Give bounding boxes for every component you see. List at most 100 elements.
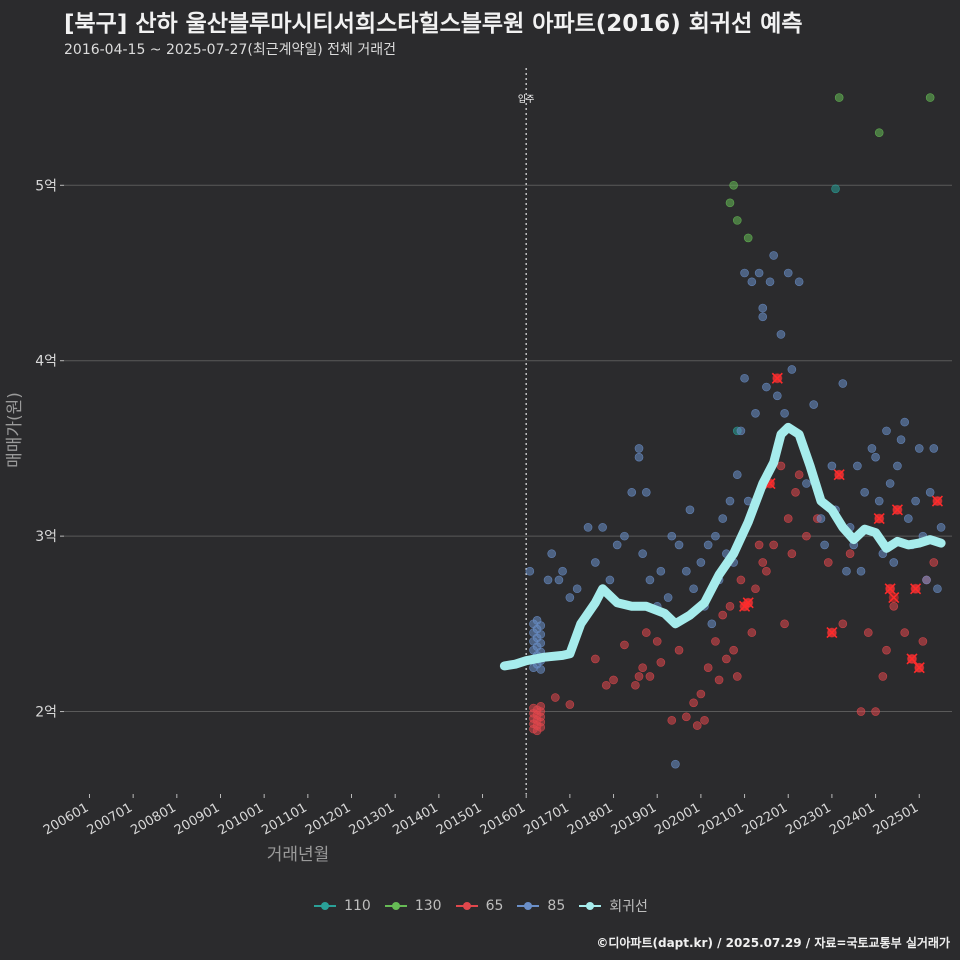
point-85	[911, 496, 920, 506]
highlight-cross	[771, 372, 783, 384]
point-85	[703, 540, 713, 550]
highlight-cross	[910, 583, 922, 595]
point-85	[536, 621, 546, 630]
point-85	[856, 566, 866, 576]
point-65	[725, 601, 735, 611]
highlight-cross	[913, 662, 925, 674]
point-85	[732, 470, 742, 480]
highlight-cross	[906, 653, 918, 665]
chart-legend: 110 130 65 85 회귀선	[0, 896, 960, 917]
point-85	[740, 268, 749, 278]
regression-line	[499, 422, 946, 671]
legend-item: 회귀선	[577, 896, 648, 916]
point-85	[711, 531, 720, 541]
point-65	[591, 654, 600, 664]
point-65	[656, 658, 666, 667]
point-85	[925, 487, 935, 497]
point-110	[831, 184, 840, 194]
point-65	[551, 693, 560, 702]
point-65	[838, 619, 848, 629]
point-85	[536, 630, 546, 639]
point-85	[627, 487, 637, 497]
point-65	[645, 672, 655, 681]
point-85	[598, 523, 607, 532]
chart-subtitle: 2016-04-15 ~ 2025-07-27(최근계약일) 전체 거래건	[64, 42, 396, 58]
point-85	[736, 426, 746, 436]
point-85	[667, 531, 677, 541]
point-85	[620, 531, 629, 541]
legend-label: 85	[547, 898, 566, 914]
point-85	[656, 566, 666, 576]
point-85	[769, 251, 778, 260]
legend-key-swatch	[454, 899, 480, 913]
point-85	[900, 417, 909, 427]
point-85	[645, 575, 655, 585]
point-85	[634, 452, 644, 462]
point-65	[634, 672, 644, 681]
grid-layer	[64, 184, 952, 713]
point-65	[732, 672, 742, 681]
point-85	[762, 382, 771, 392]
point-65	[718, 610, 728, 620]
point-85	[525, 566, 535, 576]
point-130	[729, 180, 738, 190]
point-65	[536, 701, 546, 711]
point-85	[685, 505, 695, 515]
highlight-cross	[931, 495, 944, 507]
point-85	[605, 575, 615, 585]
point-85	[707, 619, 717, 629]
point-65	[667, 716, 677, 725]
point-65	[674, 645, 684, 655]
legend-label: 회귀선	[609, 899, 648, 915]
point-85	[751, 409, 760, 418]
point-65	[823, 558, 833, 567]
point-65	[856, 707, 866, 716]
point-65	[722, 654, 731, 664]
source-caption: ©디아파트(dapt.kr) / 2025.07.29 / 자료=국토교통부 실…	[596, 936, 950, 950]
point-65	[794, 470, 804, 480]
point-65	[900, 628, 909, 637]
point-85	[758, 312, 768, 322]
point-65	[762, 566, 771, 576]
point-85	[547, 549, 556, 558]
point-85	[572, 584, 582, 594]
move-in-label: 입주	[518, 93, 535, 105]
point-85	[543, 575, 553, 585]
point-65	[700, 716, 709, 725]
x-tick-label: 201301	[347, 800, 397, 838]
point-85	[558, 566, 567, 576]
point-85	[936, 523, 946, 532]
highlight-cross	[833, 469, 845, 481]
point-85	[871, 452, 880, 462]
point-65	[631, 680, 640, 690]
point-85	[747, 277, 757, 287]
x-tick-label: 202201	[740, 800, 790, 838]
point-65	[783, 514, 793, 523]
point-85	[827, 461, 837, 471]
x-axis-title: 거래년월	[267, 845, 330, 865]
y-tick-label: 2억	[35, 705, 57, 721]
highlight-cross	[826, 627, 838, 639]
x-tick-label: 201501	[434, 800, 484, 838]
point-85	[591, 558, 600, 567]
point-85	[765, 277, 775, 287]
points-layer	[525, 93, 946, 769]
point-85	[885, 479, 895, 488]
point-85	[776, 330, 786, 339]
point-65	[918, 637, 928, 646]
y-axis-title: 매매가(원)	[5, 392, 25, 468]
point-85	[718, 514, 728, 523]
point-85	[754, 268, 764, 278]
point-65	[565, 700, 575, 709]
point-85	[893, 461, 902, 471]
legend-key-swatch	[577, 899, 603, 913]
point-85	[758, 303, 768, 313]
legend-item: 85	[515, 898, 565, 914]
point-65	[620, 640, 629, 650]
x-tick-label: 200601	[41, 800, 91, 838]
point-65	[714, 675, 724, 685]
point-85	[889, 558, 899, 567]
point-65	[609, 675, 618, 685]
point-130	[925, 93, 935, 102]
